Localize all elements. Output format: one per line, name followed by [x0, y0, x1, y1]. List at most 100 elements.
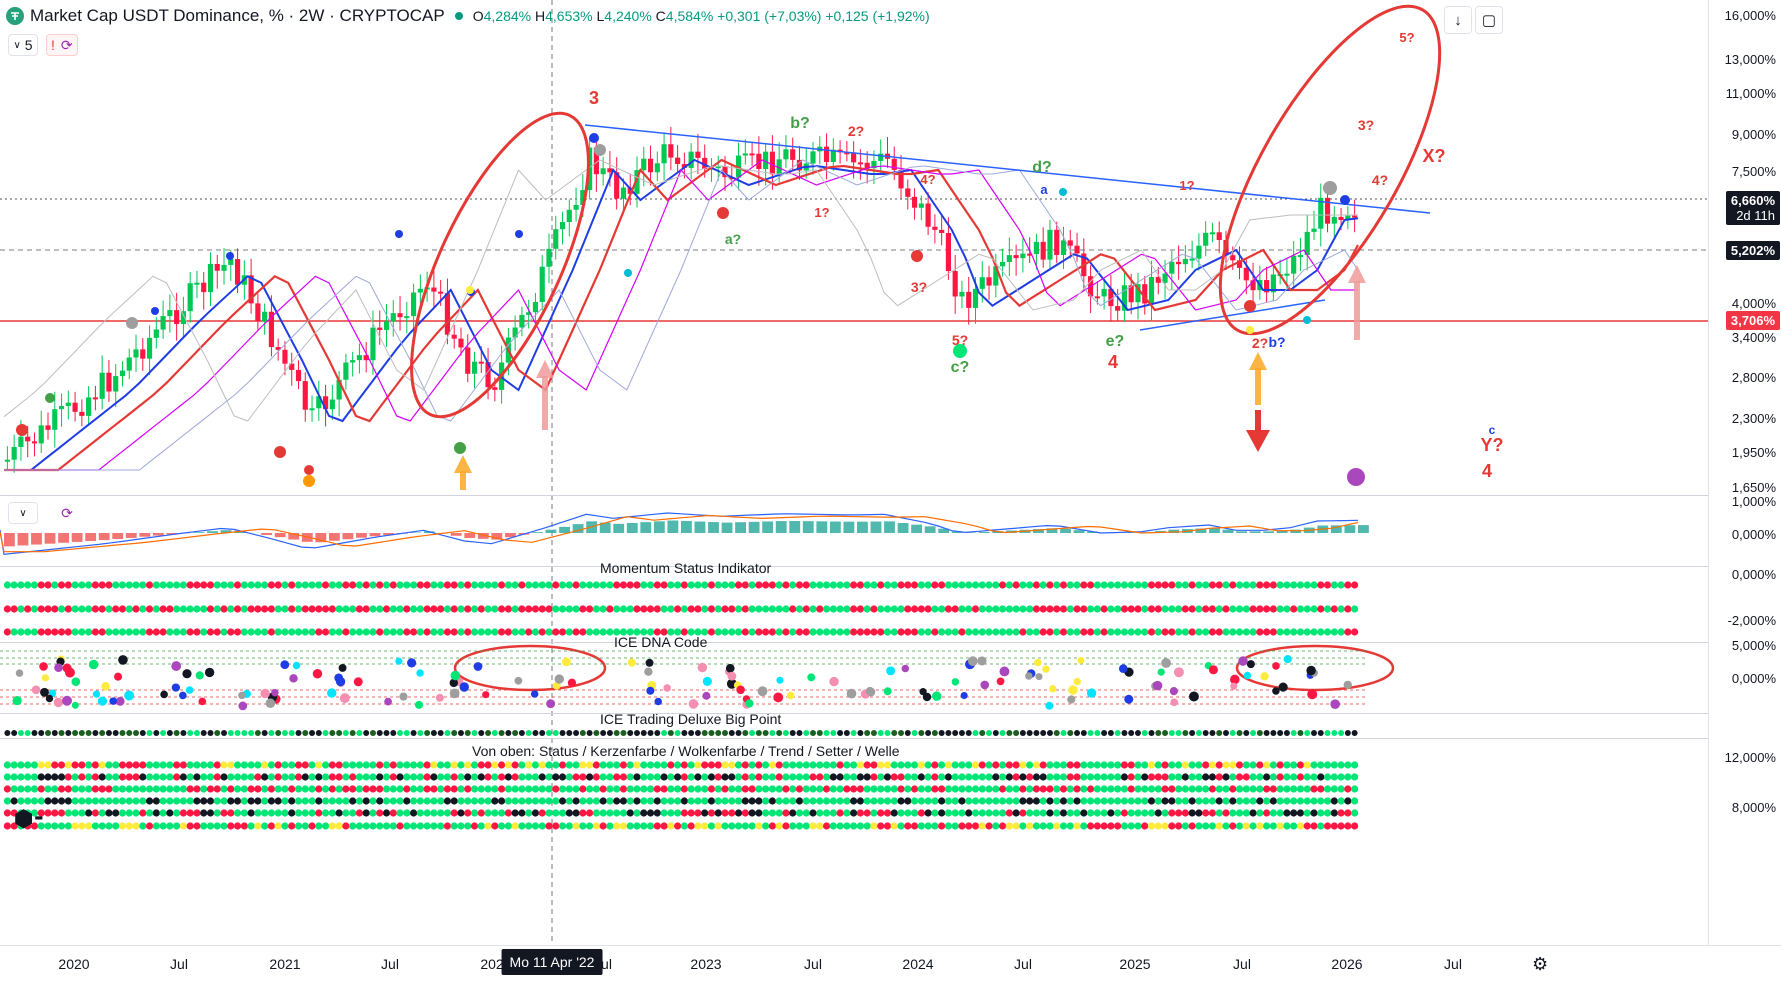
- momentum-dot: [166, 581, 173, 588]
- status-dot: [1155, 797, 1162, 804]
- status-dot: [1094, 809, 1101, 816]
- down-arrow-icon: [1255, 410, 1261, 430]
- momentum-dot: [1209, 605, 1216, 612]
- status-dot: [1080, 785, 1087, 792]
- momentum-pane-title: Momentum Status Indikator: [600, 560, 771, 576]
- bottom-axis-label: 8,000%: [1732, 800, 1776, 815]
- big-point-dot: [302, 730, 308, 736]
- status-dot: [1168, 773, 1175, 780]
- momentum-dot: [1297, 628, 1304, 635]
- candle-body: [810, 151, 815, 163]
- status-dot: [1331, 785, 1338, 792]
- candle-body: [695, 152, 700, 158]
- pane-collapse-button[interactable]: ∨: [8, 502, 38, 524]
- momentum-dot: [478, 605, 485, 612]
- status-dot: [640, 785, 647, 792]
- dna-dot: [54, 663, 63, 672]
- download-button[interactable]: ↓: [1444, 6, 1472, 34]
- big-point-dot: [526, 730, 532, 736]
- status-dot: [369, 761, 376, 768]
- status-dot: [796, 822, 803, 829]
- big-point-dot: [1006, 730, 1012, 736]
- momentum-dot: [99, 605, 106, 612]
- momentum-dot: [71, 581, 78, 588]
- momentum-dot: [1182, 581, 1189, 588]
- momentum-dot: [505, 581, 512, 588]
- candle-body: [120, 371, 125, 377]
- momentum-dot: [38, 605, 45, 612]
- pane-separator[interactable]: [0, 566, 1708, 567]
- momentum-dot: [302, 605, 309, 612]
- status-dot: [153, 809, 160, 816]
- dna-dot: [531, 690, 539, 698]
- momentum-dot: [1344, 581, 1351, 588]
- tradingview-logo-icon[interactable]: ⬢⁃: [14, 806, 44, 832]
- momentum-dot: [1141, 605, 1148, 612]
- momentum-dot: [1256, 581, 1263, 588]
- dna-dot: [829, 677, 838, 686]
- status-dot: [1195, 773, 1202, 780]
- pane-separator[interactable]: [0, 495, 1708, 496]
- price-axis[interactable]: 16,000% 13,000% 11,000% 9,000% 7,500% 4,…: [1708, 0, 1781, 945]
- pane-separator[interactable]: [0, 713, 1708, 714]
- momentum-dot: [816, 581, 823, 588]
- momentum-dot: [349, 628, 356, 635]
- close-value: 4,584%: [666, 8, 713, 24]
- time-axis[interactable]: 2020 Jul 2021 Jul 202 Jul 2023 Jul 2024 …: [0, 945, 1781, 982]
- momentum-dot: [403, 581, 410, 588]
- status-dot: [674, 761, 681, 768]
- status-dot: [931, 797, 938, 804]
- big-point-dot: [79, 730, 85, 736]
- status-dot: [457, 785, 464, 792]
- status-dot: [965, 809, 972, 816]
- dna-dot: [646, 687, 654, 695]
- change-value: +0,301 (+7,03%): [717, 8, 821, 24]
- status-dot: [417, 785, 424, 792]
- symbol-title[interactable]: Market Cap USDT Dominance, % · 2W · CRYP…: [30, 6, 445, 26]
- signal-dot: [151, 307, 159, 315]
- momentum-dot: [938, 605, 945, 612]
- status-dot: [1263, 785, 1270, 792]
- indicators-toggle-button[interactable]: ∨5: [8, 34, 38, 56]
- momentum-dot: [1243, 605, 1250, 612]
- status-dot: [972, 809, 979, 816]
- settings-gear-icon[interactable]: ⚙: [1532, 954, 1548, 975]
- status-dot: [38, 761, 45, 768]
- status-dot: [1141, 785, 1148, 792]
- momentum-dot: [681, 581, 688, 588]
- candle-body: [66, 403, 71, 406]
- status-dot: [660, 797, 667, 804]
- status-dot: [336, 809, 343, 816]
- status-dot: [1168, 822, 1175, 829]
- status-dot: [1189, 773, 1196, 780]
- momentum-dot: [410, 628, 417, 635]
- status-dot: [681, 809, 688, 816]
- status-dot: [207, 809, 214, 816]
- momentum-dot: [1114, 581, 1121, 588]
- candle-body: [1203, 233, 1208, 246]
- pane-separator[interactable]: [0, 738, 1708, 739]
- fullscreen-button[interactable]: ▢: [1475, 6, 1503, 34]
- macd-histogram-bar: [803, 521, 814, 533]
- status-dot: [1141, 773, 1148, 780]
- status-dot: [1297, 797, 1304, 804]
- alert-button[interactable]: !⟳: [46, 34, 78, 56]
- momentum-dot: [126, 581, 133, 588]
- dna-dot: [787, 692, 794, 699]
- status-dot: [451, 761, 458, 768]
- status-dot: [776, 822, 783, 829]
- status-dot: [71, 809, 78, 816]
- momentum-dot: [295, 605, 302, 612]
- status-dot: [471, 761, 478, 768]
- status-dot: [78, 785, 85, 792]
- big-point-dot: [614, 730, 620, 736]
- momentum-dot: [606, 605, 613, 612]
- status-dot: [1121, 773, 1128, 780]
- status-dot: [329, 797, 336, 804]
- momentum-axis-label: -2,000%: [1728, 613, 1776, 628]
- momentum-dot: [525, 605, 532, 612]
- pane-refresh-button[interactable]: ⟳: [52, 502, 82, 524]
- pane-separator[interactable]: [0, 642, 1708, 643]
